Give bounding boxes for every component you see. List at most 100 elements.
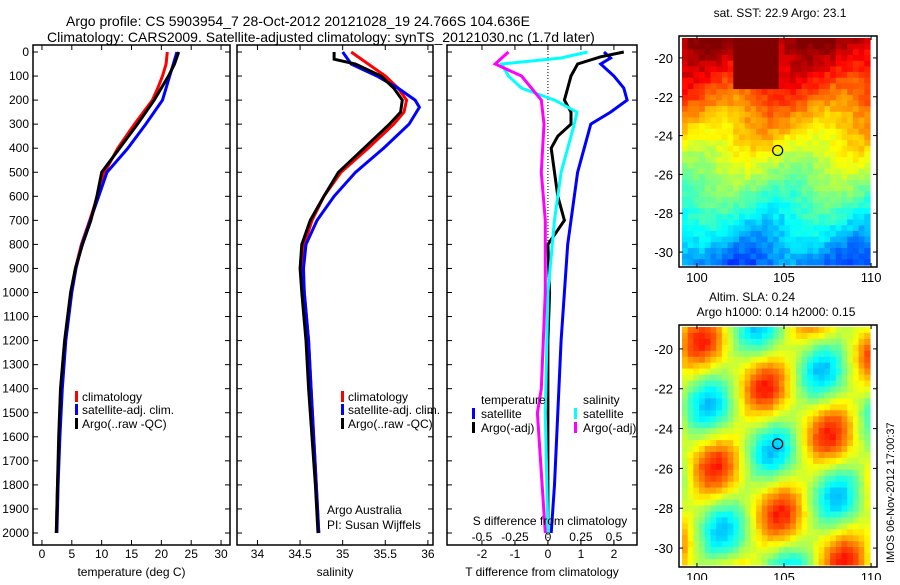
map-cell	[807, 428, 814, 435]
map-cell	[784, 374, 791, 382]
map-cell	[835, 111, 843, 119]
map-cell	[699, 505, 706, 512]
map-cell	[813, 77, 820, 84]
map-cell	[756, 475, 763, 483]
map-cell	[830, 505, 837, 512]
map-cell	[830, 77, 837, 84]
map-cell	[756, 386, 763, 393]
map-cell	[693, 368, 700, 376]
map-cell	[847, 168, 854, 175]
map-cell	[727, 469, 734, 477]
map-cell	[699, 123, 706, 130]
map-cell	[824, 523, 831, 530]
map-cell	[767, 72, 774, 79]
map-cell	[830, 191, 837, 198]
map-cell	[841, 469, 848, 477]
map-cell	[790, 89, 797, 96]
map-cell	[767, 428, 774, 435]
map-cell	[864, 230, 871, 238]
map-cell	[801, 230, 808, 238]
map-cell	[756, 202, 763, 209]
map-cell	[852, 208, 860, 215]
map-cell	[847, 493, 854, 501]
temperature-panel	[32, 44, 231, 546]
map-cell	[704, 446, 712, 453]
map-cell	[704, 185, 712, 192]
map-cell	[693, 344, 700, 352]
map-cell	[750, 559, 757, 566]
map-cell	[835, 535, 843, 542]
map-cell	[795, 493, 803, 501]
map-cell	[761, 428, 769, 435]
map-cell	[841, 541, 848, 548]
map-cell	[807, 100, 814, 107]
map-cell	[727, 428, 734, 435]
map-cell	[824, 350, 831, 358]
map-cell	[687, 230, 694, 238]
map-cell	[750, 523, 757, 530]
map-cell	[841, 344, 848, 352]
map-cell	[858, 469, 865, 477]
map-cell	[784, 392, 791, 399]
map-cell	[750, 487, 757, 495]
map-cell	[864, 517, 871, 524]
map-cell	[864, 338, 871, 346]
map-cell	[824, 123, 831, 130]
map-cell	[773, 219, 780, 226]
map-cell	[835, 475, 843, 483]
map-cell	[824, 134, 831, 141]
map-cell	[704, 89, 712, 96]
map-cell	[761, 106, 769, 113]
map-cell	[852, 242, 860, 249]
map-cell	[790, 242, 797, 249]
map-cell	[761, 225, 769, 232]
map-cell	[699, 236, 706, 243]
map-cell	[824, 174, 831, 181]
map-cell	[716, 208, 723, 215]
map-cell	[830, 213, 837, 221]
legend-swatch	[75, 391, 78, 402]
map-cell	[841, 202, 848, 209]
map-cell	[761, 327, 769, 334]
map-cell	[721, 100, 729, 107]
map-cell	[790, 386, 797, 393]
map-cell	[830, 475, 837, 483]
map-cell	[818, 368, 825, 376]
map-cell	[761, 529, 769, 536]
map-cell	[784, 77, 791, 84]
map-cell	[807, 168, 814, 175]
map-cell	[739, 94, 746, 102]
map-cell	[721, 213, 729, 221]
map-cell	[716, 380, 723, 388]
map-cell	[682, 505, 689, 512]
map-cell	[818, 151, 825, 158]
map-cell	[716, 529, 723, 536]
map-cell	[864, 174, 871, 181]
map-cell	[739, 248, 746, 255]
map-cell	[733, 185, 740, 192]
map-cell	[773, 505, 780, 512]
map-cell	[790, 157, 797, 164]
map-cell	[801, 529, 808, 536]
map-cell	[721, 451, 729, 459]
map-cell	[716, 451, 723, 459]
map-cell	[841, 410, 848, 417]
map-cell	[739, 487, 746, 495]
map-cell	[682, 446, 689, 453]
map-cell	[733, 499, 740, 507]
map-cell	[716, 174, 723, 181]
map-cell	[756, 43, 763, 50]
map-cell	[727, 386, 734, 393]
map-cell	[818, 398, 825, 405]
map-cell	[835, 43, 843, 50]
map-cell	[699, 469, 706, 477]
map-cell	[767, 196, 774, 204]
map-cell	[773, 202, 780, 209]
map-cell	[801, 174, 808, 181]
map-cell	[864, 440, 871, 447]
map-cell	[716, 553, 723, 560]
map-cell	[744, 547, 751, 554]
map-cell	[801, 362, 808, 370]
map-cell	[710, 196, 717, 204]
map-cell	[721, 55, 729, 62]
